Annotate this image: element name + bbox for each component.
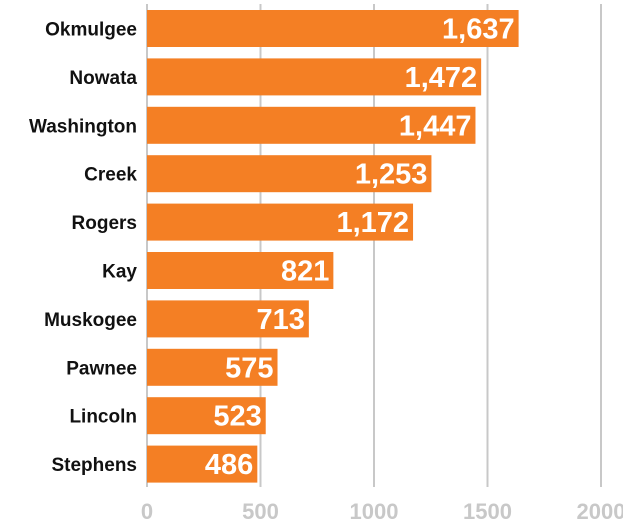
bar-kay (147, 252, 334, 289)
bar-pawnee (147, 348, 278, 386)
category-label: Lincoln (69, 407, 137, 428)
data-label: 486 (205, 449, 253, 481)
category-label: Pawnee (66, 358, 137, 379)
category-label: Nowata (69, 68, 137, 89)
data-label: 1,472 (405, 62, 478, 94)
data-label: 1,637 (442, 14, 515, 46)
data-label: 713 (256, 304, 304, 336)
x-tick-label: 1500 (463, 499, 512, 522)
category-label: Washington (29, 116, 137, 137)
x-axis-tick-labels: 0 500 1000 1500 2000 (141, 499, 623, 522)
bar-rogers (147, 203, 414, 241)
bar-stephens (147, 445, 258, 483)
data-label: 1,172 (336, 207, 409, 239)
bar-lincoln (147, 397, 266, 435)
data-label: 1,447 (399, 110, 472, 142)
category-label: Creek (84, 165, 137, 186)
bar-nowata (147, 58, 482, 96)
category-label: Stephens (51, 455, 137, 476)
data-label: 821 (281, 256, 329, 288)
x-tick-label: 1000 (350, 499, 399, 522)
category-labels: Okmulgee Nowata Washington Creek Rogers Kay Mu… (29, 20, 137, 477)
bars (147, 10, 519, 483)
x-tick-label: 0 (141, 499, 153, 522)
bar-okmulgee (147, 10, 519, 47)
bar-muskogee (147, 300, 309, 338)
bar-washington (147, 106, 476, 144)
category-label: Muskogee (44, 310, 137, 331)
category-label: Kay (102, 262, 137, 283)
x-tick-label: 500 (242, 499, 279, 522)
data-label: 523 (213, 401, 261, 433)
category-label: Rogers (72, 213, 137, 234)
category-label: Okmulgee (45, 20, 137, 41)
x-tick-label: 2000 (577, 499, 623, 522)
data-label: 1,253 (355, 159, 428, 191)
bar-creek (147, 155, 432, 193)
data-label: 575 (225, 352, 273, 384)
